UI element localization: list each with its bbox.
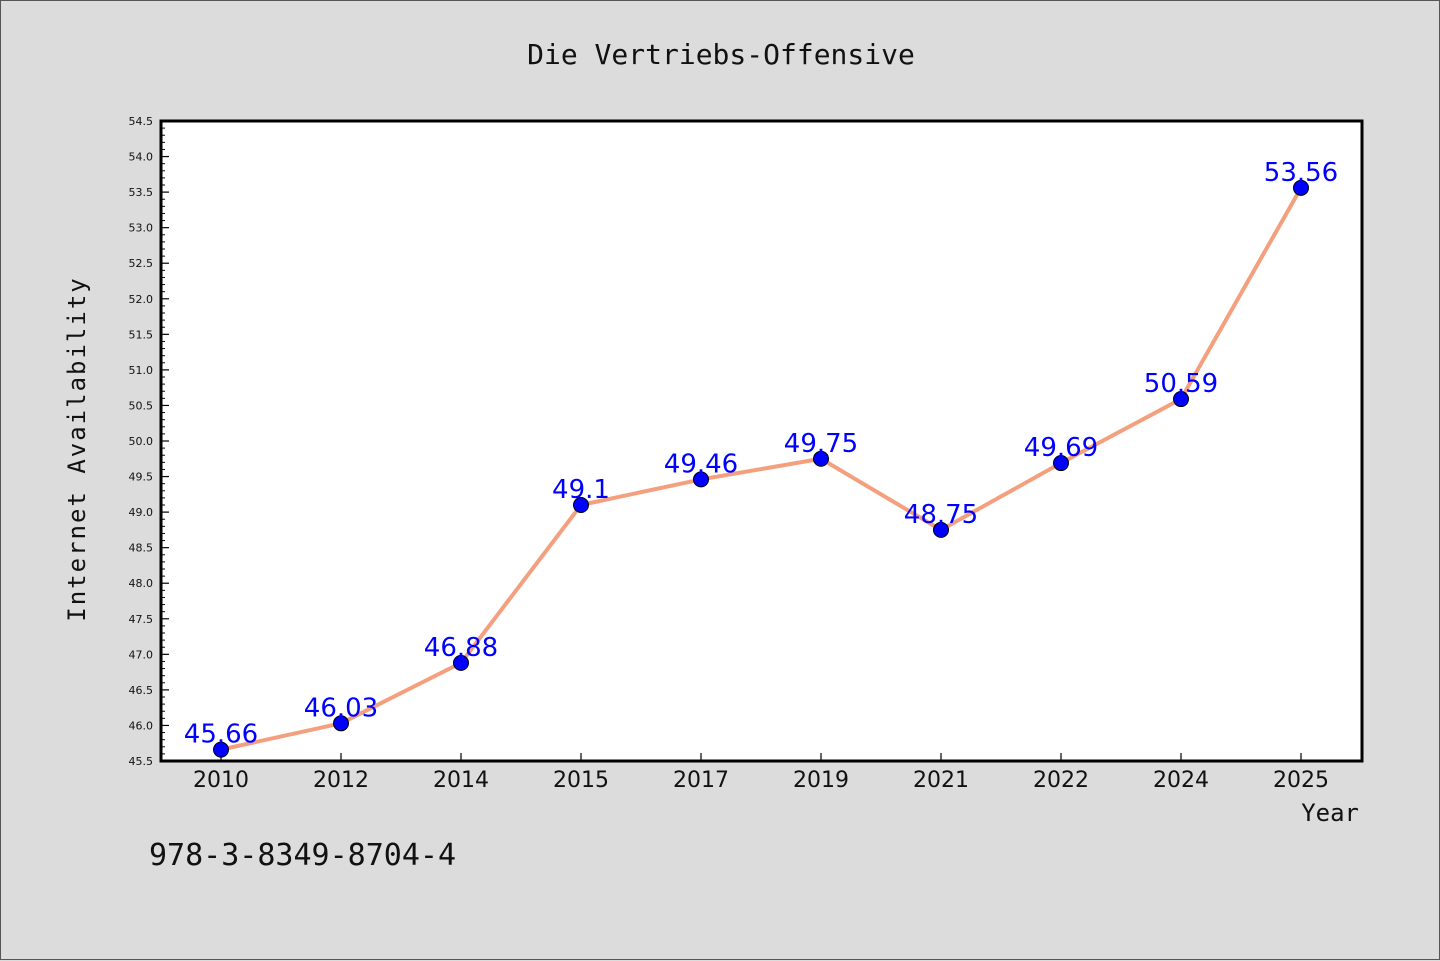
y-tick-label: 49.5 xyxy=(129,471,154,484)
y-tick-label: 50.0 xyxy=(129,435,154,448)
y-tick-label: 47.5 xyxy=(129,613,154,626)
y-tick-label: 46.0 xyxy=(129,719,154,732)
data-label: 53.56 xyxy=(1264,158,1338,188)
y-tick-label: 51.5 xyxy=(129,328,154,341)
y-tick-label: 50.5 xyxy=(129,399,154,412)
x-tick-label: 2015 xyxy=(553,768,609,793)
data-point xyxy=(1173,391,1189,408)
x-axis-label: Year xyxy=(1301,799,1359,827)
y-tick-label: 47.0 xyxy=(129,648,154,661)
y-tick-label: 52.0 xyxy=(129,293,154,306)
data-point xyxy=(573,497,589,513)
data-label: 49.46 xyxy=(664,449,738,479)
x-tick-label: 2017 xyxy=(673,768,729,793)
y-tick-label: 51.0 xyxy=(129,364,154,377)
data-label: 49.75 xyxy=(784,429,858,459)
data-point xyxy=(333,715,349,732)
data-label: 48.75 xyxy=(904,500,978,530)
data-point xyxy=(1293,179,1309,196)
data-point xyxy=(813,450,829,467)
y-tick-label: 48.0 xyxy=(129,577,154,590)
series-line xyxy=(219,185,1303,752)
y-tick-label: 54.0 xyxy=(129,151,154,164)
data-point xyxy=(693,471,709,488)
y-axis-label: Internet Availability xyxy=(63,276,91,621)
y-tick-label: 53.5 xyxy=(129,186,154,199)
x-tick-label: 2010 xyxy=(193,768,249,793)
data-point xyxy=(933,521,949,538)
y-tick-label: 54.5 xyxy=(129,115,154,128)
data-label: 49.69 xyxy=(1024,433,1098,463)
y-tick-label: 48.5 xyxy=(129,542,154,555)
x-tick-label: 2025 xyxy=(1273,768,1329,793)
data-point xyxy=(213,741,229,758)
data-label: 45.66 xyxy=(184,720,258,750)
data-label: 49.1 xyxy=(552,475,610,505)
x-tick-label: 2021 xyxy=(913,768,969,793)
footer-code: 978-3-8349-8704-4 xyxy=(149,838,456,873)
x-tick-label: 2022 xyxy=(1033,768,1089,793)
plot-area xyxy=(159,119,1364,763)
data-label: 46.03 xyxy=(304,693,378,723)
series-layer: 45.66 46.03 46.88 49.1 49.46 49.75 48.75 49.69 5… xyxy=(184,158,1338,758)
x-tick-label: 2014 xyxy=(433,768,489,793)
y-tick-label: 46.5 xyxy=(129,684,154,697)
data-label: 50.59 xyxy=(1144,369,1218,399)
y-tick-label: 49.0 xyxy=(129,506,154,519)
y-axis: 45.5 46.0 46.5 47.0 47.5 48.0 48.5 49.0 49.5 50.0… xyxy=(129,115,169,768)
data-label: 46.88 xyxy=(424,633,498,663)
data-point xyxy=(1053,455,1069,472)
y-tick-label: 45.5 xyxy=(129,755,154,768)
x-tick-label: 2024 xyxy=(1153,768,1209,793)
y-tick-label: 52.5 xyxy=(129,257,154,270)
chart-title: Die Vertriebs-Offensive xyxy=(527,38,915,71)
x-axis: 2010 2012 2014 2015 2017 2019 2021 2022 2024 2025 xyxy=(193,753,1329,793)
y-tick-label: 53.0 xyxy=(129,222,154,235)
data-point xyxy=(453,654,469,671)
x-tick-label: 2019 xyxy=(793,768,849,793)
x-tick-label: 2012 xyxy=(313,768,369,793)
